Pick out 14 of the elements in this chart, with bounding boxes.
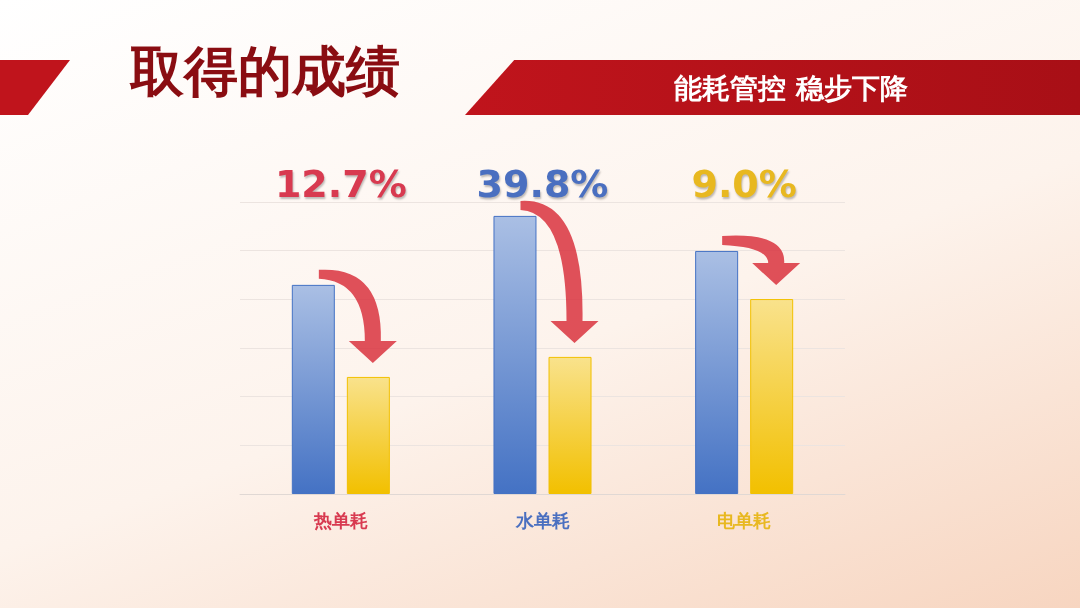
text: 12.7% bbox=[274, 162, 407, 206]
bar bbox=[291, 284, 335, 494]
bar bbox=[346, 376, 390, 494]
text: 39.8% bbox=[476, 162, 609, 206]
bar bbox=[750, 299, 794, 494]
text: 9.0% bbox=[691, 162, 797, 206]
bar bbox=[695, 250, 739, 494]
x-tick-label: 电单耗 bbox=[717, 511, 772, 531]
bar bbox=[493, 215, 537, 494]
chart-subtitle: 能耗管控 稳步下降 bbox=[674, 71, 908, 107]
x-tick-label: 水单耗 bbox=[514, 511, 570, 531]
bar bbox=[548, 356, 592, 494]
x-tick-label: 热单耗 bbox=[312, 511, 368, 531]
chart-title: 取得的成绩 bbox=[130, 39, 400, 105]
